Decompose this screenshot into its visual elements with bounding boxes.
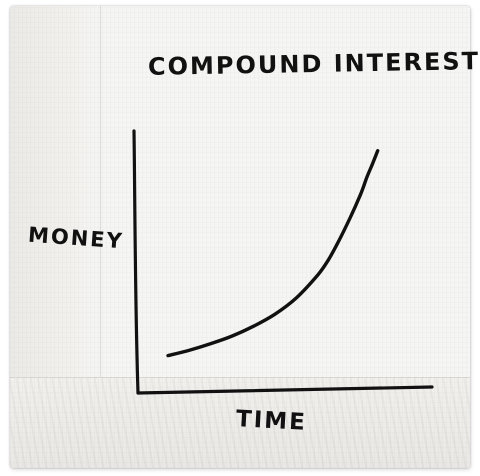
y-axis-line [132,129,140,395]
napkin [10,6,470,468]
series-line-0 [166,149,380,358]
series-layer [166,149,380,358]
x-axis-line [136,385,434,395]
napkin-bottom-edge [10,377,470,468]
